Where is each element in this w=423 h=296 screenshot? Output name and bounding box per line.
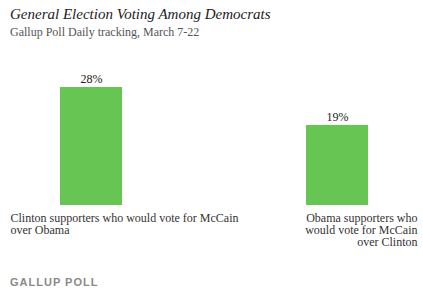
html-text:General Election Voting Among: General Election Voting Among Democrats [10, 6, 271, 22]
html-text:GALLUP POLL: GALLUP POLL [10, 276, 99, 288]
html-text:Gallup Poll Daily tracking, Ma: Gallup Poll Daily tracking, March 7-22 [10, 25, 200, 39]
svg-text:28%: 28% [81, 72, 103, 86]
svg-text:19%: 19% [327, 110, 349, 124]
svg-text:Clinton supporters who would v: Clinton supporters who would vote for Mc… [11, 211, 239, 237]
svg-text:Obama supporters whowould vote: Obama supporters whowould vote for McCai… [305, 211, 417, 249]
